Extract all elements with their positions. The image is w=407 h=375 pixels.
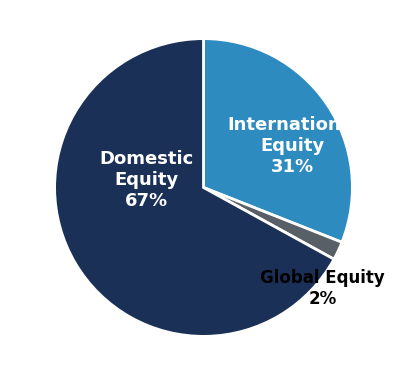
Wedge shape (204, 39, 352, 242)
Wedge shape (55, 39, 334, 336)
Text: Domestic
Equity
67%: Domestic Equity 67% (100, 150, 194, 210)
Text: Global Equity
2%: Global Equity 2% (260, 269, 385, 308)
Wedge shape (204, 188, 342, 259)
Text: International
Equity
31%: International Equity 31% (227, 116, 359, 176)
